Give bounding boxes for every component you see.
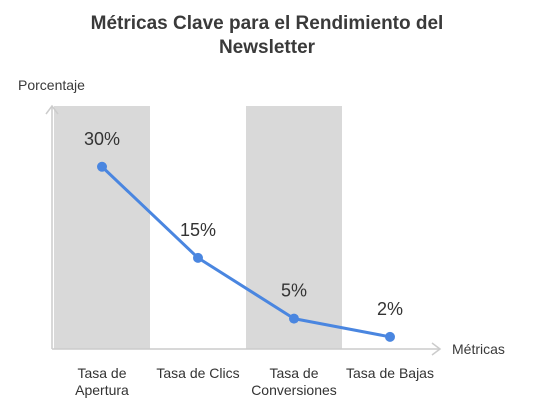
data-labels: 30% 15% 5% 2% — [84, 129, 403, 319]
data-label-2: 15% — [180, 220, 216, 240]
category-bands — [54, 106, 342, 349]
chart-title-line-2: Newsletter — [218, 37, 316, 58]
x-tick-labels: Tasa de Apertura Tasa de Clics Tasa de Conve… — [75, 365, 434, 398]
data-points — [97, 161, 395, 342]
data-point-3 — [289, 313, 299, 324]
data-point-4 — [385, 331, 395, 342]
x-tick-label-1: Tasa de Apertura — [75, 365, 129, 398]
y-axis-label: Porcentaje — [18, 77, 85, 93]
data-label-4: 2% — [377, 299, 403, 319]
data-label-1: 30% — [84, 129, 120, 149]
series-polyline — [100, 165, 392, 339]
data-point-2 — [193, 252, 203, 263]
chart-title-line-1: Métricas Clave para el Rendimiento del — [90, 13, 444, 34]
data-point-1 — [97, 161, 107, 172]
chart-axes — [45, 104, 442, 356]
x-axis-label: Métricas — [452, 341, 505, 357]
x-tick-label-2: Tasa de Clics — [156, 365, 239, 381]
chart-title: Métricas Clave para el Rendimiento del N… — [0, 12, 534, 60]
category-band-1 — [54, 106, 150, 349]
data-label-3: 5% — [281, 281, 307, 301]
x-axis-arrow-icon — [431, 342, 442, 356]
series-line — [100, 165, 392, 339]
y-axis-arrow-icon — [45, 104, 59, 115]
x-tick-label-4: Tasa de Bajas — [346, 365, 434, 381]
x-tick-label-3: Tasa de Conversiones — [251, 365, 337, 398]
category-band-3 — [246, 106, 342, 349]
